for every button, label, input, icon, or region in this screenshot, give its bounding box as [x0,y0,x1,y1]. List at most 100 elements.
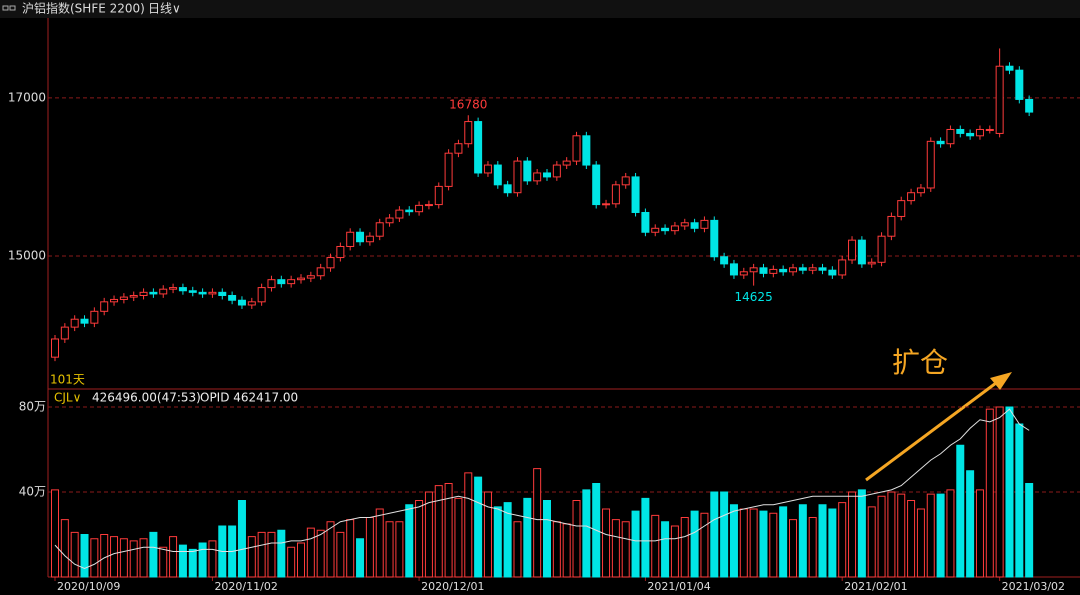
volume-bar [680,517,689,578]
candle-body [936,140,945,145]
candle-body [582,135,591,166]
candle-body [139,291,148,297]
candle-body [169,287,178,290]
volume-bar [208,540,217,578]
candle-body [493,164,502,186]
volume-bar [395,521,404,578]
volume-bar [198,542,207,578]
candle-body [916,187,925,194]
volume-bar [602,508,611,578]
y-tick-label: 17000 [8,90,46,104]
icon [9,5,16,11]
candle-body [887,215,896,237]
volume-bar [70,531,79,578]
candle-body [690,222,699,229]
volume-bar [562,523,571,578]
candle-body [848,239,857,261]
vol-tick-label: 80万 [19,400,46,414]
candle-body [375,222,384,237]
volume-bar [483,491,492,578]
volume-bar [306,527,315,578]
volume-bar [867,506,876,578]
volume-bar [149,531,158,578]
volume-bar [326,521,335,578]
volume-bar [287,546,296,578]
volume-bar [356,538,365,578]
candle-body [808,267,817,271]
volume-bar [365,517,374,578]
arrow [865,378,1001,482]
candle-body [513,160,522,194]
volume-bar [1025,483,1034,578]
candle-body [867,261,876,265]
volume-bar [887,491,896,578]
volume-bar [641,497,650,578]
x-tick-label: 2020/12/01 [421,580,484,593]
high-label: 16780 [449,98,487,112]
volume-bar [936,493,945,578]
candle-body [228,295,237,301]
volume-bar [808,517,817,578]
chart-title: 沪铝指数(SHFE 2200) [22,1,145,16]
volume-bar [651,514,660,578]
candle-body [985,128,994,131]
volume-bar [434,485,443,578]
volume-bar [454,497,463,578]
candle-body [474,121,483,174]
candle-body [247,301,256,306]
candle-body [680,222,689,227]
volume-bar [100,534,109,578]
candle-body [444,152,453,187]
volume-bar [336,531,345,578]
candle-body [621,176,630,186]
volume-bar [316,529,325,578]
header-bar [0,0,1080,18]
candle-body [700,219,709,229]
candle-body [789,267,797,273]
volume-bar [661,521,670,578]
icon [2,5,9,11]
candle-body [395,209,404,219]
candle-body [178,287,187,292]
volume-bar [700,512,709,578]
volume-bar [916,508,925,578]
candle-body [464,121,473,145]
volume-bar [828,508,837,578]
candle-body [966,132,975,137]
volume-bar [493,506,502,578]
volume-bar [464,472,473,578]
x-tick-label: 2020/10/09 [57,580,120,593]
candle-body [611,184,620,205]
candle-body [710,219,719,258]
candle-body [149,291,158,295]
volume-bar [956,444,965,578]
x-tick-label: 2020/11/02 [214,580,277,593]
period[interactable]: 日线∨ [148,2,181,16]
candle-body [543,172,551,178]
volume-bar [385,521,394,578]
candle-body [523,160,532,182]
candle-body [90,310,99,324]
candle-body [631,176,640,213]
volume-indicator[interactable]: CJL∨ [54,391,81,405]
volume-bar [739,508,748,578]
volume-bar [237,500,246,578]
volume-bar [966,470,975,578]
candle-body [80,318,89,324]
volume-bar [769,512,778,578]
volume-bar [897,493,906,578]
candle-body [779,268,788,273]
volume-bar [297,542,305,578]
volume-bar [257,531,266,578]
volume-bar [51,489,59,578]
candle-body [188,290,197,293]
volume-bar [60,519,69,578]
x-tick-label: 2021/03/02 [1002,580,1065,593]
candle-body [208,291,217,295]
candle-body [316,267,325,277]
candle-body [287,279,296,285]
candle-body [70,318,79,328]
volume-bar [729,504,738,578]
volume-bar [346,519,355,578]
volume-bar [1005,406,1014,578]
